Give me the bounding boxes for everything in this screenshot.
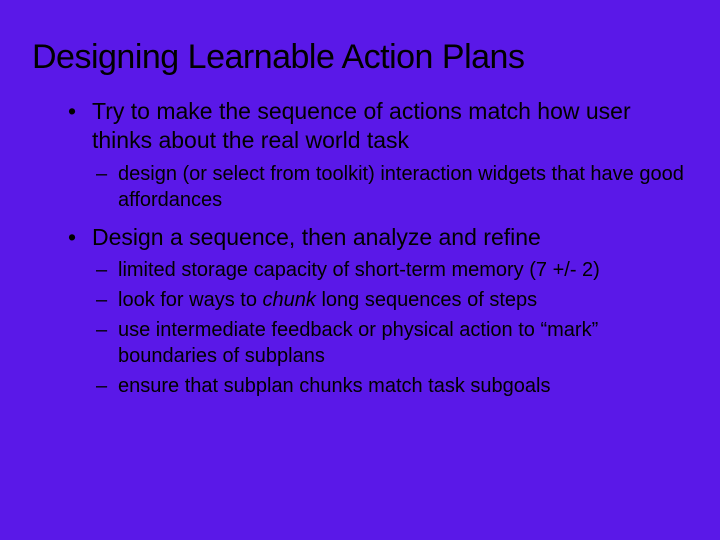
- sub-bullet-item: look for ways to chunk long sequences of…: [96, 287, 688, 313]
- slide-title: Designing Learnable Action Plans: [32, 38, 688, 77]
- sub-bullet-text: design (or select from toolkit) interact…: [118, 163, 684, 211]
- sub-bullet-item: use intermediate feedback or physical ac…: [96, 317, 688, 369]
- sub-bullet-text: limited storage capacity of short-term m…: [118, 259, 600, 281]
- bullet-text: Try to make the sequence of actions matc…: [92, 98, 631, 153]
- sub-bullet-text: use intermediate feedback or physical ac…: [118, 319, 598, 367]
- bullet-item: Try to make the sequence of actions matc…: [68, 97, 688, 213]
- sub-bullet-text: ensure that subplan chunks match task su…: [118, 375, 550, 397]
- sub-bullet-item: limited storage capacity of short-term m…: [96, 257, 688, 283]
- sub-bullet-list: limited storage capacity of short-term m…: [92, 257, 688, 399]
- bullet-list: Try to make the sequence of actions matc…: [32, 97, 688, 399]
- sub-bullet-text: look for ways to chunk long sequences of…: [118, 289, 537, 311]
- bullet-text: Design a sequence, then analyze and refi…: [92, 224, 541, 250]
- sub-bullet-item: ensure that subplan chunks match task su…: [96, 373, 688, 399]
- bullet-item: Design a sequence, then analyze and refi…: [68, 223, 688, 400]
- sub-bullet-item: design (or select from toolkit) interact…: [96, 161, 688, 213]
- sub-bullet-list: design (or select from toolkit) interact…: [92, 161, 688, 213]
